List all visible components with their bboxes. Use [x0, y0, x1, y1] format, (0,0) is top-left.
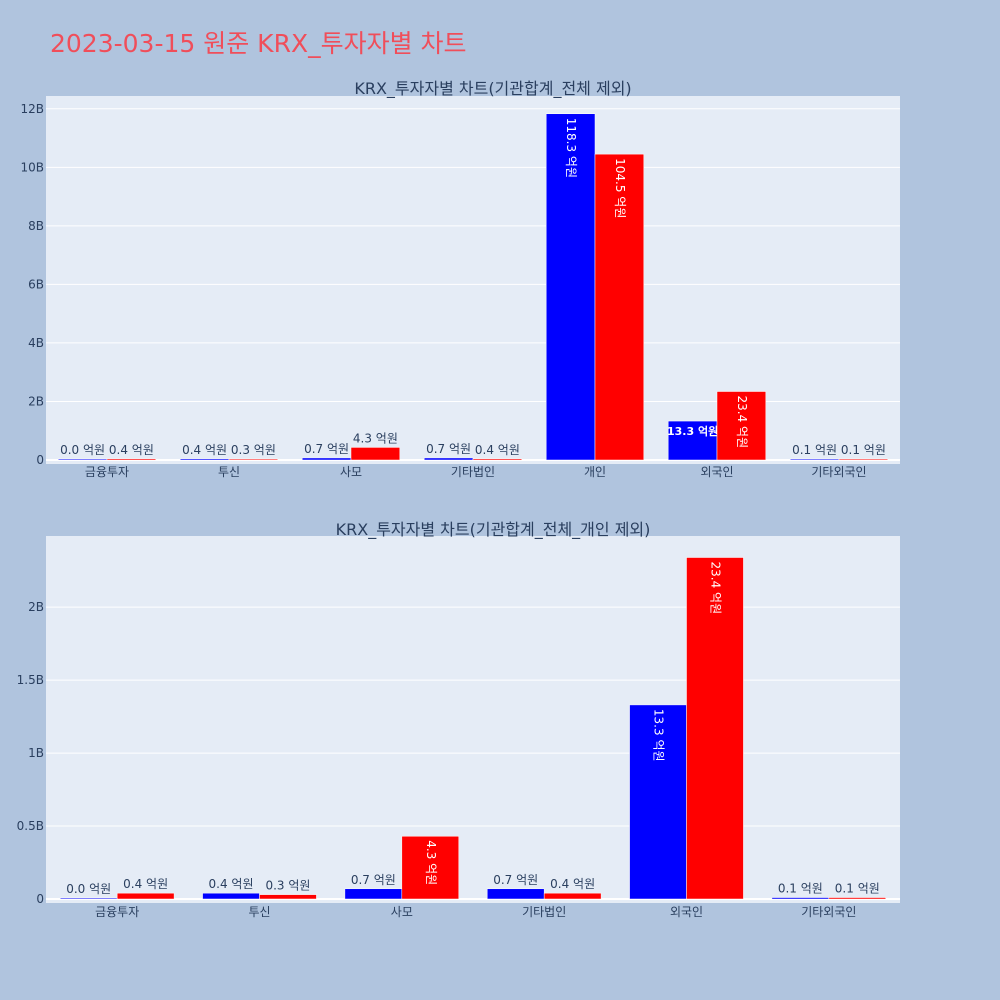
chart-title: KRX_투자자별 차트(기관합계_전체 제외): [354, 79, 631, 99]
x-tick-label: 기타법인: [522, 905, 566, 919]
bar-buy: [179, 458, 230, 461]
bar-buy: [629, 704, 687, 900]
bar-sell: [594, 153, 645, 461]
x-tick-label: 금융투자: [85, 465, 129, 479]
y-tick-label: 2B: [28, 600, 44, 614]
x-tick-label: 투신: [218, 465, 240, 479]
bar-buy: [789, 458, 840, 461]
bar-sell: [106, 458, 157, 461]
bar-value-label: 0.7 억원: [493, 873, 538, 887]
bar-buy: [545, 113, 596, 461]
bar-value-label: 4.3 억원: [424, 840, 438, 885]
bar-value-label: 104.5 억원: [613, 158, 627, 218]
y-tick-label: 8B: [28, 219, 44, 233]
bar-value-label: 0.4 억원: [109, 443, 154, 457]
y-tick-label: 1.5B: [17, 673, 44, 687]
bar-sell: [716, 391, 767, 461]
page-title: 2023-03-15 원준 KRX_투자자별 차트: [50, 29, 467, 58]
x-tick-label: 기타외국인: [801, 905, 856, 919]
chart-2: 0 0.5B 1B 1.5B 2B KRX_투자자별 차트(기관합계_전체_개인 제외) 금…: [17, 520, 900, 919]
y-tick-label: 1B: [28, 746, 44, 760]
bar-value-label: 0.4 억원: [123, 877, 168, 891]
bar-sell: [686, 557, 744, 900]
bar-value-label: 0.4 억원: [475, 443, 520, 457]
chart-1: 0 2B 4B 6B 8B 10B 12B KRX_투자자별 차트(기관합계_전체 제외) 금융…: [20, 79, 900, 479]
y-tick-label: 0.5B: [17, 819, 44, 833]
bar-sell: [116, 892, 175, 900]
bar-buy: [344, 888, 403, 900]
x-tick-label: 기타법인: [451, 465, 495, 479]
bar-buy: [57, 458, 108, 461]
bar-value-label: 4.3 억원: [353, 431, 398, 445]
bar-value-label: 0.4 억원: [550, 877, 595, 891]
bar-sell: [828, 897, 887, 900]
bar-buy: [301, 457, 352, 461]
y-tick-label: 12B: [20, 102, 44, 116]
bar-buy: [202, 892, 260, 900]
bar-value-label: 13.3 억원: [652, 709, 666, 762]
y-tick-label: 10B: [20, 160, 44, 174]
bar-buy: [486, 888, 545, 900]
y-tick-label: 2B: [28, 394, 44, 408]
bar-value-label: 0.7 억원: [304, 442, 349, 456]
bar-value-label: 0.1 억원: [835, 882, 880, 896]
y-tick-label: 6B: [28, 277, 44, 291]
bar-value-label: 0.4 억원: [209, 877, 254, 891]
bar-value-label: 13.3 억원: [667, 424, 718, 438]
bar-sell: [838, 458, 889, 461]
bar-value-label: 0.4 억원: [182, 443, 227, 457]
bar-value-label: 0.3 억원: [231, 443, 276, 457]
bar-sell: [543, 892, 602, 900]
plot-area: [46, 96, 900, 464]
bar-buy: [771, 897, 830, 900]
bar-sell: [228, 458, 279, 461]
bar-value-label: 0.0 억원: [66, 882, 111, 896]
bar-value-label: 0.1 억원: [778, 882, 823, 896]
bar-value-label: 23.4 억원: [708, 562, 722, 615]
y-tick-label: 4B: [28, 336, 44, 350]
bar-value-label: 23.4 억원: [735, 396, 749, 449]
bar-buy: [423, 457, 474, 461]
x-tick-label: 외국인: [670, 905, 703, 919]
x-tick-label: 개인: [584, 465, 606, 479]
bar-sell: [259, 894, 317, 900]
bar-value-label: 0.7 억원: [426, 442, 471, 456]
bar-value-label: 118.3 억원: [564, 118, 578, 178]
bar-buy: [59, 897, 118, 900]
x-tick-label: 기타외국인: [811, 465, 866, 479]
chart-title: KRX_투자자별 차트(기관합계_전체_개인 제외): [336, 520, 651, 540]
x-tick-label: 사모: [391, 905, 413, 919]
x-tick-label: 외국인: [700, 465, 733, 479]
bar-value-label: 0.7 억원: [351, 873, 396, 887]
bar-value-label: 0.1 억원: [841, 443, 886, 457]
y-tick-label: 0: [36, 453, 44, 467]
bar-value-label: 0.0 억원: [60, 443, 105, 457]
bar-value-label: 0.3 억원: [265, 879, 310, 893]
x-tick-label: 투신: [248, 905, 270, 919]
y-tick-label: 0: [36, 892, 44, 906]
bar-buy: [667, 420, 718, 461]
x-tick-label: 금융투자: [95, 905, 139, 919]
bar-sell: [401, 835, 460, 900]
x-tick-label: 사모: [340, 465, 362, 479]
bar-sell: [472, 458, 523, 461]
bar-value-label: 0.1 억원: [792, 443, 837, 457]
plot-area: [46, 536, 900, 903]
bar-sell: [350, 447, 401, 461]
